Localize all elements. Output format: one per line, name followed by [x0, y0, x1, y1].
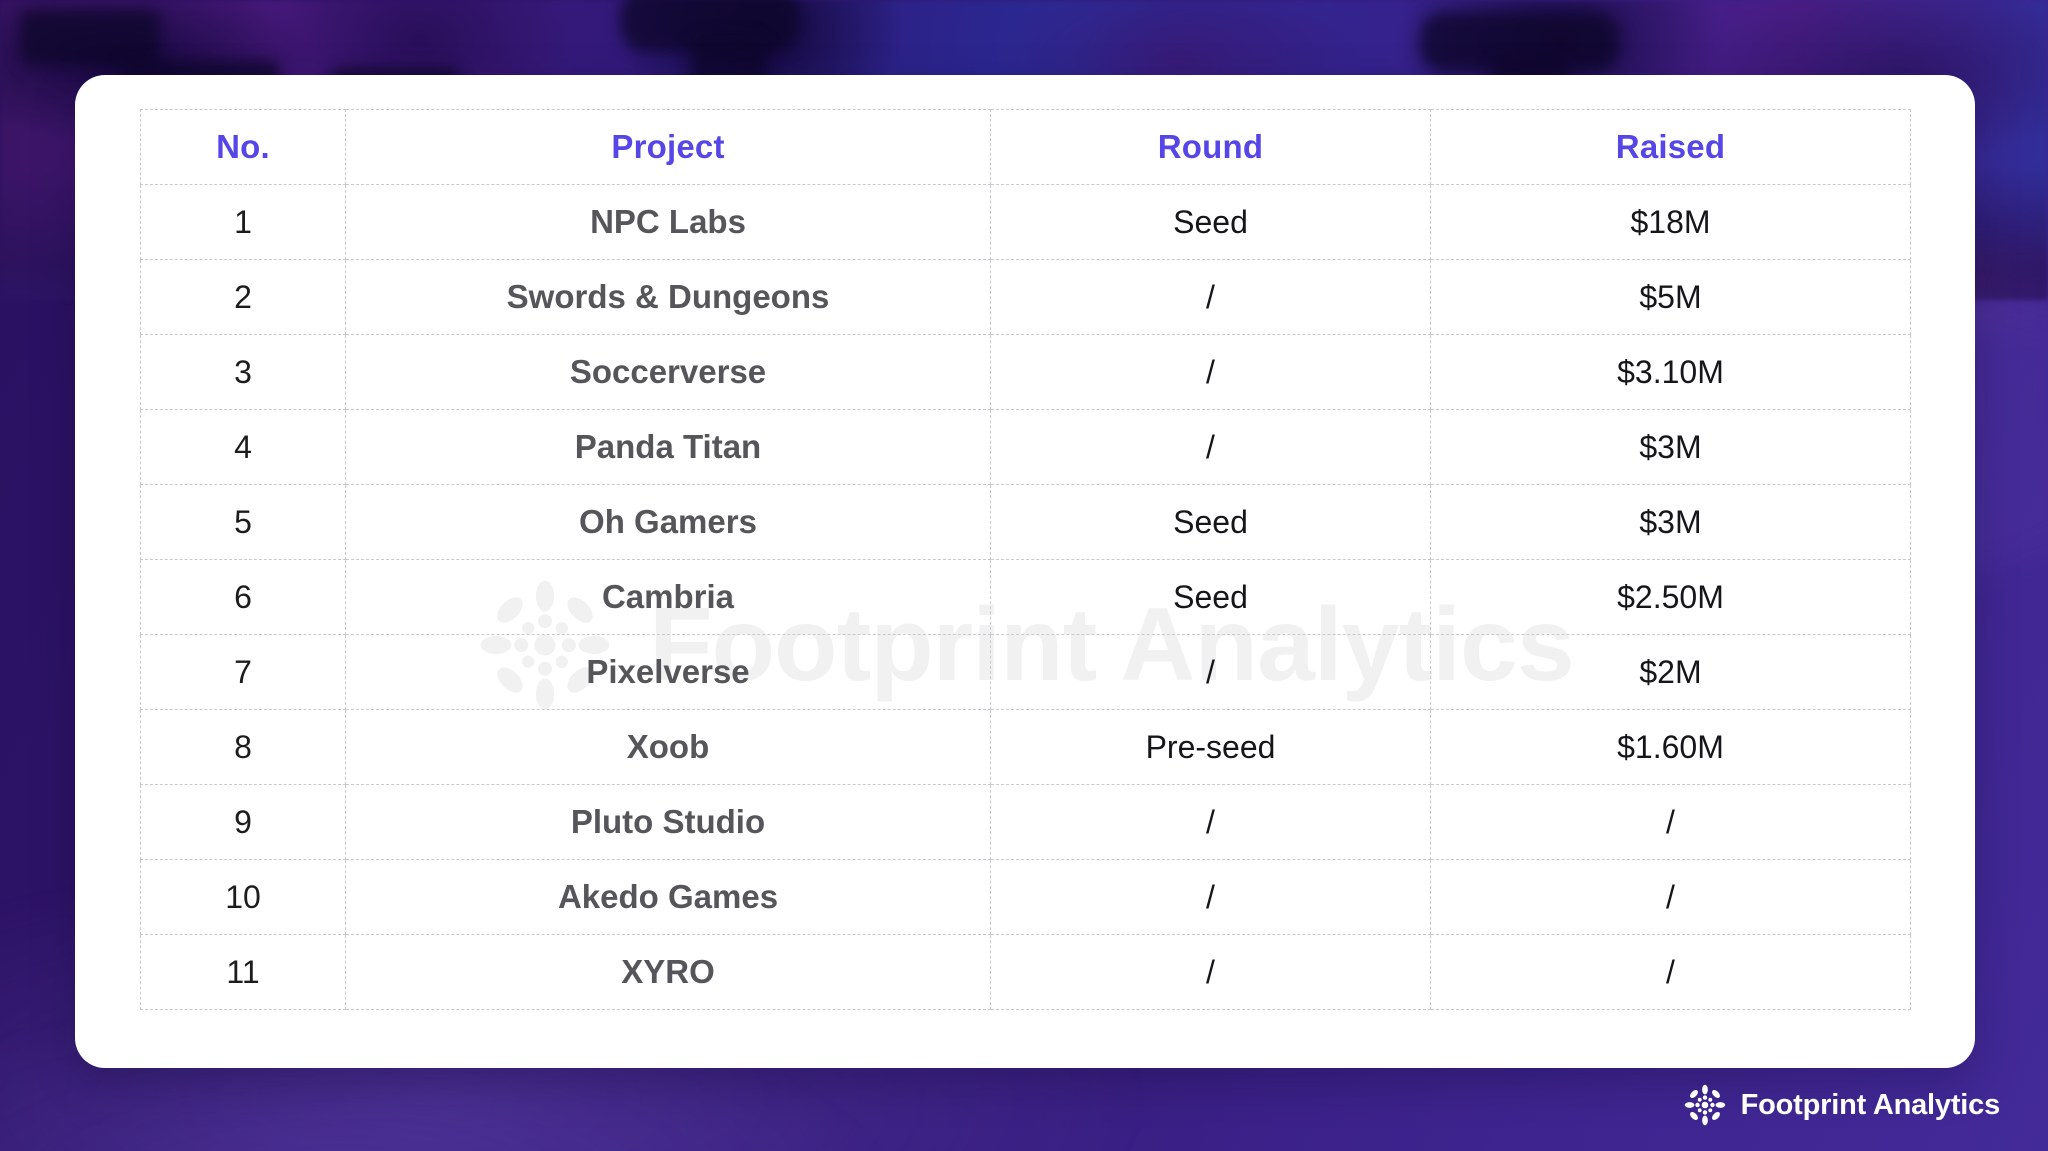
cell-project: Panda Titan [345, 409, 991, 485]
cell-round: / [990, 859, 1431, 935]
table-row: 9 Pluto Studio / / [140, 784, 1911, 860]
column-header-no: No. [140, 109, 346, 185]
column-header-project: Project [345, 109, 991, 185]
cell-project: Pluto Studio [345, 784, 991, 860]
table-body: 1 NPC Labs Seed $18M 2 Swords & Dungeons / $5M 3… [140, 184, 1911, 1010]
cell-project: Swords & Dungeons [345, 259, 991, 335]
footprint-flower-logo-icon [1684, 1084, 1725, 1126]
cell-project: Pixelverse [345, 634, 991, 710]
cell-raised: $2.50M [1430, 559, 1911, 635]
funding-table-container: No. Project Round Raised 1 NPC Labs Seed $1… [140, 109, 1911, 1010]
cell-round: / [990, 784, 1431, 860]
cell-no: 3 [140, 334, 346, 410]
table-row: 10 Akedo Games / / [140, 859, 1911, 935]
table-row: 11 XYRO / / [140, 934, 1911, 1010]
table-header-row: No. Project Round Raised [140, 109, 1911, 185]
footer-brand-name: Footprint Analytics [1740, 1088, 2001, 1121]
content-card: Footprint Analytics No. Project Round Ra… [75, 75, 1975, 1068]
cell-round: / [990, 259, 1431, 335]
cell-raised: $2M [1430, 634, 1911, 710]
cell-round: / [990, 334, 1431, 410]
column-header-round: Round [990, 109, 1431, 185]
cell-no: 7 [140, 634, 346, 710]
cell-raised: $1.60M [1430, 709, 1911, 785]
cell-raised: $5M [1430, 259, 1911, 335]
cell-no: 5 [140, 484, 346, 560]
table-row: 3 Soccerverse / $3.10M [140, 334, 1911, 410]
banner-silhouette [20, 10, 160, 66]
cell-raised: $3M [1430, 484, 1911, 560]
cell-round: / [990, 409, 1431, 485]
cell-round: Seed [990, 184, 1431, 260]
cell-project: Oh Gamers [345, 484, 991, 560]
cell-no: 6 [140, 559, 346, 635]
table-row: 5 Oh Gamers Seed $3M [140, 484, 1911, 560]
table-row: 4 Panda Titan / $3M [140, 409, 1911, 485]
table-row: 6 Cambria Seed $2.50M [140, 559, 1911, 635]
footer-brand: Footprint Analytics [1683, 1083, 2000, 1127]
cell-project: Xoob [345, 709, 991, 785]
funding-table: No. Project Round Raised 1 NPC Labs Seed $1… [140, 109, 1911, 1010]
cell-project: Akedo Games [345, 859, 991, 935]
cell-no: 8 [140, 709, 346, 785]
cell-no: 1 [140, 184, 346, 260]
table-row: 7 Pixelverse / $2M [140, 634, 1911, 710]
table-row: 8 Xoob Pre-seed $1.60M [140, 709, 1911, 785]
table-row: 2 Swords & Dungeons / $5M [140, 259, 1911, 335]
cell-no: 11 [140, 934, 346, 1010]
cell-no: 4 [140, 409, 346, 485]
cell-raised: / [1430, 934, 1911, 1010]
cell-project: NPC Labs [345, 184, 991, 260]
cell-round: / [990, 934, 1431, 1010]
table-row: 1 NPC Labs Seed $18M [140, 184, 1911, 260]
cell-no: 10 [140, 859, 346, 935]
cell-raised: / [1430, 784, 1911, 860]
column-header-raised: Raised [1430, 109, 1911, 185]
cell-raised: $3.10M [1430, 334, 1911, 410]
cell-project: Soccerverse [345, 334, 991, 410]
cell-round: Seed [990, 559, 1431, 635]
cell-no: 9 [140, 784, 346, 860]
cell-round: Seed [990, 484, 1431, 560]
cell-round: / [990, 634, 1431, 710]
cell-no: 2 [140, 259, 346, 335]
cell-project: Cambria [345, 559, 991, 635]
cell-project: XYRO [345, 934, 991, 1010]
cell-round: Pre-seed [990, 709, 1431, 785]
cell-raised: $3M [1430, 409, 1911, 485]
cell-raised: $18M [1430, 184, 1911, 260]
cell-raised: / [1430, 859, 1911, 935]
